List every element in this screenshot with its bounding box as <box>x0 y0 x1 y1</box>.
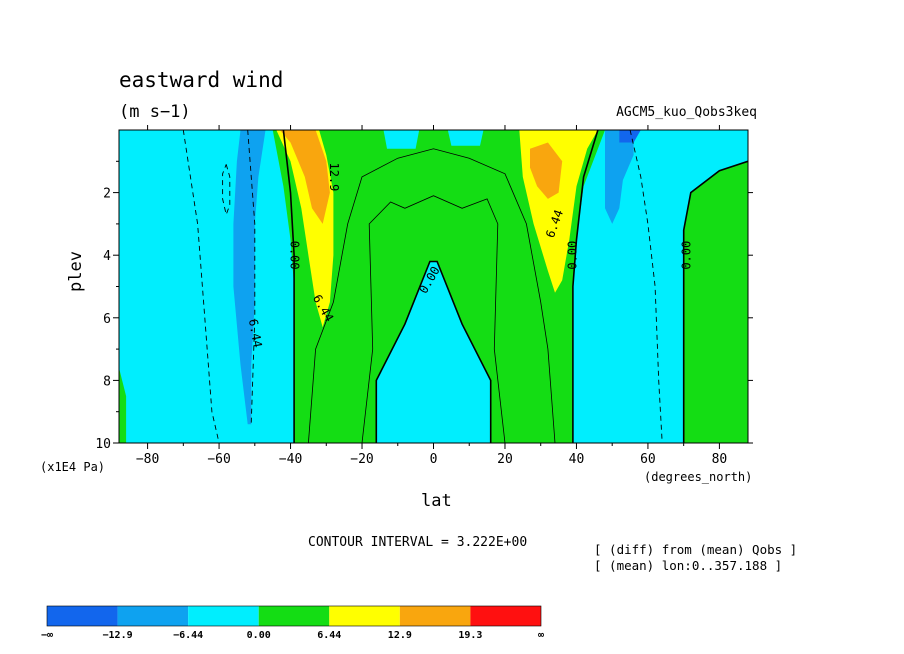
contour-region-green <box>119 367 127 443</box>
colorbar-swatch <box>399 606 471 626</box>
contour-label: 12.9 <box>327 162 341 191</box>
x-axis-label: lat <box>421 491 452 511</box>
colorbar-swatch <box>470 606 541 626</box>
x-tick-label: 0 <box>430 452 438 467</box>
contour-line-solid <box>282 130 295 443</box>
contour-region-mid_blue <box>233 130 266 425</box>
contour-line-dashed <box>222 164 231 217</box>
colorbar-frame <box>46 605 542 627</box>
colorbar-label: −12.9 <box>103 630 133 641</box>
x-tick-label: −40 <box>279 452 302 467</box>
colorbar-label: 0.00 <box>247 630 271 641</box>
colorbar-label: 19.3 <box>458 630 482 641</box>
contour-line-solid <box>375 260 492 443</box>
x-tick-label: 80 <box>712 452 728 467</box>
x-tick-label: −60 <box>207 452 230 467</box>
colorbar-swatch <box>117 606 189 626</box>
contour-region-orange <box>279 130 330 224</box>
x-tick-label: 40 <box>569 452 585 467</box>
x-tick-label: −20 <box>350 452 373 467</box>
y-tick-label: 4 <box>103 249 111 264</box>
colorbar-label: −6.44 <box>173 630 203 641</box>
contour-region-cyan <box>447 130 484 146</box>
y-axis-unit: (x1E4 Pa) <box>40 460 106 474</box>
contour-region-cyan <box>383 130 420 149</box>
diff-note: [ (diff) from (mean) Qobs ] <box>594 542 798 557</box>
mean-note: [ (mean) lon:0..357.188 ] <box>594 558 783 573</box>
contour-line-thin <box>361 195 506 443</box>
contour-line-solid <box>572 130 599 443</box>
colorbar-label: ∞ <box>538 630 544 641</box>
contour-line-dashed <box>629 130 663 443</box>
contour-line-solid <box>682 160 748 443</box>
contour-label: 0.00 <box>680 241 694 270</box>
chart-units: (m s−1) <box>119 102 191 122</box>
x-tick-label: 60 <box>640 452 656 467</box>
x-tick-label: −80 <box>136 452 159 467</box>
x-axis-unit: (degrees_north) <box>644 470 753 484</box>
x-tick-label: 20 <box>497 452 513 467</box>
y-tick-label: 6 <box>103 312 111 327</box>
colorbar-label: 12.9 <box>388 630 412 641</box>
contour-interval: CONTOUR INTERVAL = 3.222E+00 <box>308 535 528 550</box>
colorbar-swatch <box>329 606 400 626</box>
colorbar-swatch <box>47 606 118 626</box>
y-tick-label: 2 <box>103 187 111 202</box>
contour-label: 0.00 <box>288 241 302 270</box>
contour-region-mid_blue <box>605 130 634 224</box>
contour-line-dashed <box>247 130 256 425</box>
y-tick-label: 8 <box>103 374 111 389</box>
colorbar-label: −∞ <box>41 630 53 641</box>
contour-line-thin <box>308 148 556 443</box>
experiment-name: AGCM5_kuo_Qobs3keq <box>616 105 757 120</box>
chart-title: eastward wind <box>119 68 284 92</box>
contour-label: 6.44 <box>246 318 265 349</box>
contour-region-green <box>683 161 748 443</box>
colorbar-swatch <box>258 606 330 626</box>
y-tick-label: 10 <box>95 437 111 452</box>
colorbar-swatch <box>188 606 259 626</box>
contour-region-orange <box>530 142 563 199</box>
contour-region-green <box>272 130 605 443</box>
contour-label: 0.00 <box>565 241 579 270</box>
contour-line-dashed <box>182 130 220 443</box>
contour-region-dark_blue <box>619 130 641 143</box>
colorbar-label: 6.44 <box>317 630 341 641</box>
